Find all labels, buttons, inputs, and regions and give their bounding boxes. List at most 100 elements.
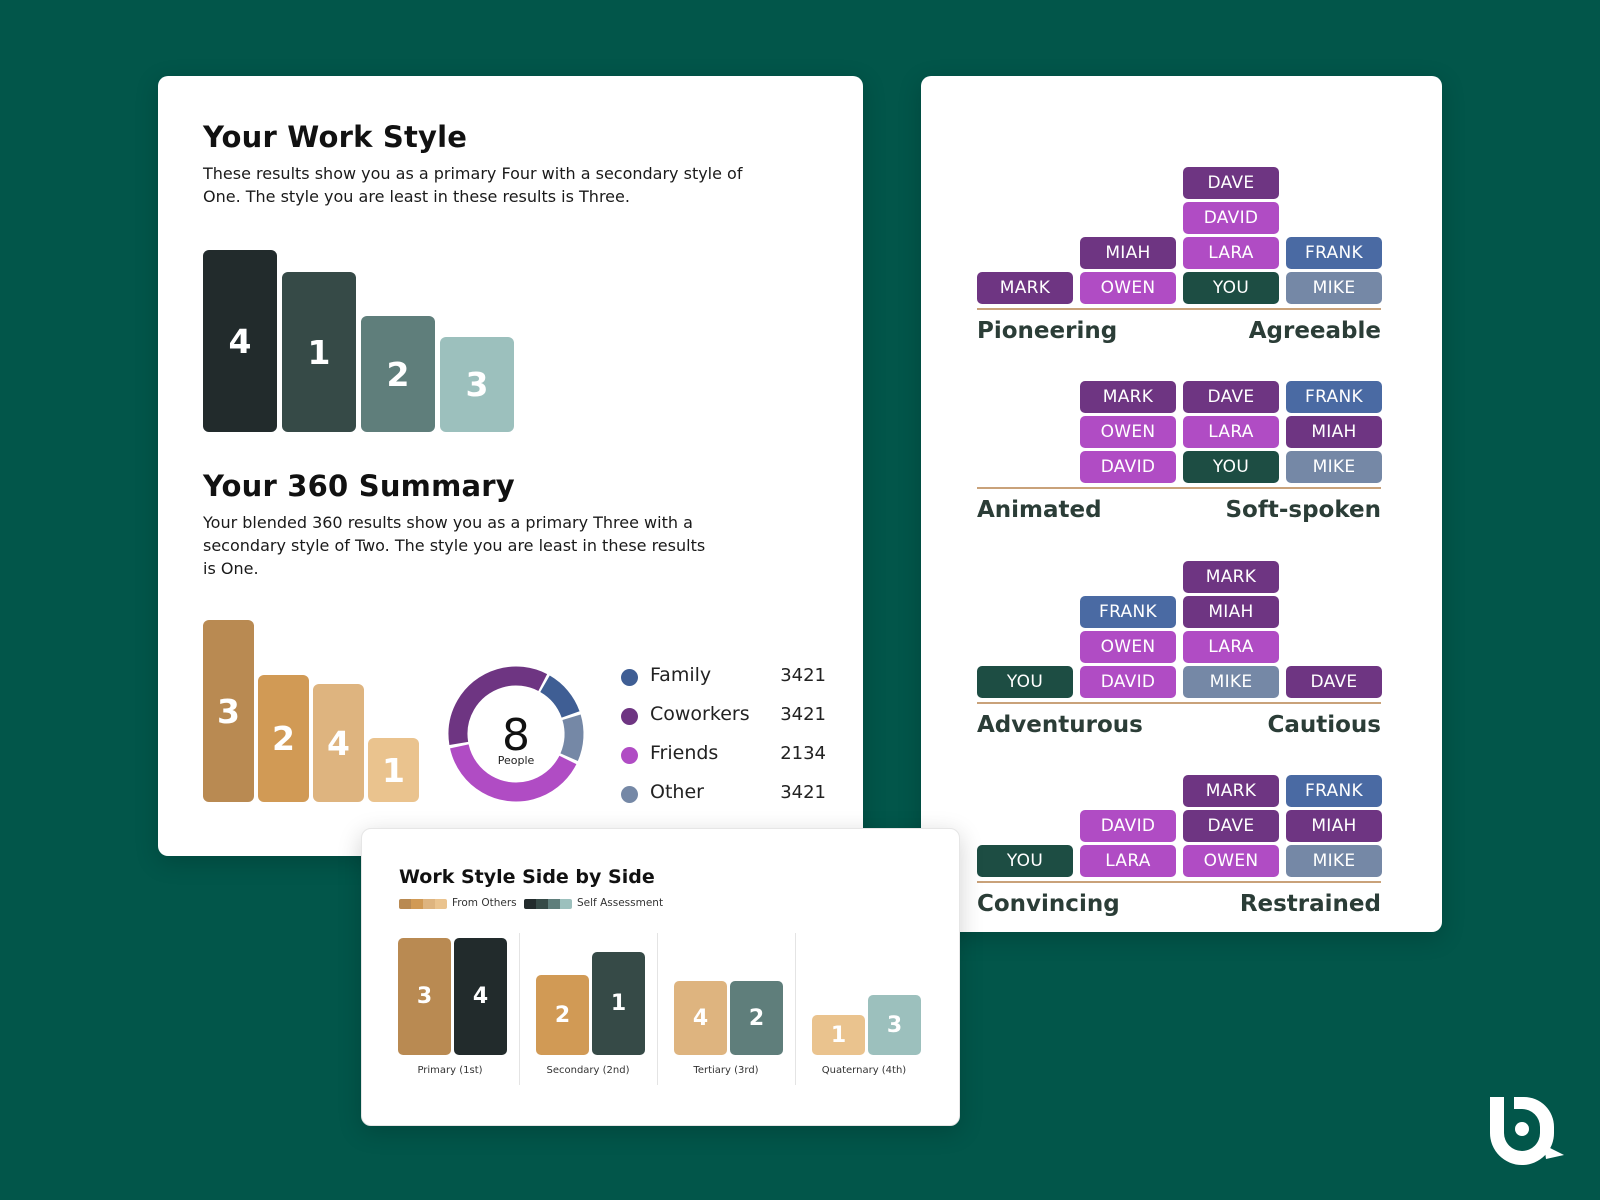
- person-chip-frank: FRANK: [1286, 237, 1382, 269]
- person-chip-owen: OWEN: [1080, 631, 1176, 663]
- from-others-swatch: [399, 899, 447, 909]
- work-style-title: Your Work Style: [203, 120, 468, 154]
- person-chip-lara: LARA: [1183, 237, 1279, 269]
- spectrum-left-label: Adventurous: [977, 712, 1143, 738]
- spectrum-axis-line: [977, 487, 1381, 489]
- person-chip-mike: MIKE: [1286, 272, 1382, 304]
- work-style-bar-2: 2: [361, 316, 435, 432]
- donut-segment-coworkers: [448, 666, 584, 802]
- legend-dot-coworkers: [621, 708, 638, 725]
- brand-logo-icon: [1490, 1097, 1564, 1165]
- work-style-description: These results show you as a primary Four…: [203, 164, 743, 206]
- spectrum-card: MARK OWEN MIAH YOU LARA DAVID DAVE MIKE FRANK Pio…: [921, 76, 1442, 932]
- from-others-bar: 4: [674, 981, 727, 1055]
- person-chip-lara: LARA: [1183, 631, 1279, 663]
- side-by-side-card: Work Style Side by Side From Others Self…: [361, 828, 960, 1126]
- legend-label-friends: Friends: [650, 742, 719, 764]
- spectrum-left-label: Pioneering: [977, 318, 1118, 344]
- person-chip-mark: MARK: [1183, 561, 1279, 593]
- self-assessment-swatch: [524, 899, 572, 909]
- donut-caption: People: [497, 754, 535, 767]
- person-chip-frank: FRANK: [1080, 596, 1176, 628]
- spectrum-axis-line: [977, 881, 1381, 883]
- legend-value-friends: 2134: [780, 743, 826, 764]
- person-chip-mike: MIKE: [1183, 666, 1279, 698]
- spectrum-right-label: Agreeable: [1248, 318, 1381, 344]
- spectrum-right-label: Cautious: [1267, 712, 1381, 738]
- legend-dot-other: [621, 786, 638, 803]
- legend-dot-family: [621, 669, 638, 686]
- group-divider: [657, 933, 658, 1085]
- summary-360-bar-2: 2: [258, 675, 309, 802]
- person-chip-david: DAVID: [1183, 202, 1279, 234]
- self-assessment-bar: 2: [730, 981, 783, 1055]
- person-chip-frank: FRANK: [1286, 775, 1382, 807]
- spectrum-axis-line: [977, 702, 1381, 704]
- person-chip-david: DAVID: [1080, 451, 1176, 483]
- person-chip-you: YOU: [977, 666, 1073, 698]
- person-chip-mark: MARK: [1183, 775, 1279, 807]
- person-chip-david: DAVID: [1080, 666, 1176, 698]
- self-assessment-bar: 1: [592, 952, 645, 1055]
- legend-value-other: 3421: [780, 782, 826, 803]
- person-chip-mark: MARK: [977, 272, 1073, 304]
- person-chip-dave: DAVE: [1183, 167, 1279, 199]
- person-chip-miah: MIAH: [1286, 810, 1382, 842]
- summary-360-bar-1: 1: [368, 738, 419, 802]
- person-chip-owen: OWEN: [1183, 845, 1279, 877]
- work-style-bar-3: 3: [440, 337, 514, 432]
- person-chip-mark: MARK: [1080, 381, 1176, 413]
- donut-value: 8: [502, 710, 530, 761]
- self-assessment-legend-label: Self Assessment: [577, 897, 664, 909]
- summary-360-title: Your 360 Summary: [203, 469, 515, 503]
- from-others-bar: 1: [812, 1015, 865, 1055]
- group-divider: [519, 933, 520, 1085]
- work-style-bar-4: 4: [203, 250, 277, 432]
- person-chip-mike: MIKE: [1286, 451, 1382, 483]
- group-divider: [795, 933, 796, 1085]
- from-others-bar: 3: [398, 938, 451, 1055]
- legend-dot-friends: [621, 747, 638, 764]
- person-chip-you: YOU: [1183, 272, 1279, 304]
- spectrum-left-label: Convincing: [977, 891, 1120, 917]
- people-donut-chart: [448, 666, 584, 802]
- person-chip-owen: OWEN: [1080, 416, 1176, 448]
- side-by-side-group-label: Secondary (2nd): [546, 1065, 630, 1076]
- work-style-bar-1: 1: [282, 272, 356, 432]
- side-by-side-group-label: Tertiary (3rd): [693, 1065, 759, 1076]
- person-chip-dave: DAVE: [1183, 810, 1279, 842]
- person-chip-you: YOU: [977, 845, 1073, 877]
- legend-label-family: Family: [650, 664, 712, 686]
- summary-360-description: Your blended 360 results show you as a p…: [203, 513, 706, 578]
- person-chip-frank: FRANK: [1286, 381, 1382, 413]
- spectrum-right-label: Soft-spoken: [1225, 497, 1381, 523]
- legend-label-other: Other: [650, 781, 704, 803]
- self-assessment-bar: 4: [454, 938, 507, 1055]
- spectrum-axis-line: [977, 308, 1381, 310]
- person-chip-lara: LARA: [1183, 416, 1279, 448]
- person-chip-david: DAVID: [1080, 810, 1176, 842]
- person-chip-lara: LARA: [1080, 845, 1176, 877]
- spectrum-left-label: Animated: [977, 497, 1102, 523]
- legend-value-coworkers: 3421: [780, 704, 826, 725]
- person-chip-you: YOU: [1183, 451, 1279, 483]
- person-chip-miah: MIAH: [1183, 596, 1279, 628]
- person-chip-miah: MIAH: [1080, 237, 1176, 269]
- side-by-side-title: Work Style Side by Side: [399, 866, 655, 888]
- spectrum-right-label: Restrained: [1239, 891, 1381, 917]
- self-assessment-bar: 3: [868, 995, 921, 1055]
- side-by-side-group-label: Primary (1st): [417, 1065, 483, 1076]
- person-chip-owen: OWEN: [1080, 272, 1176, 304]
- person-chip-miah: MIAH: [1286, 416, 1382, 448]
- summary-360-bar-3: 3: [203, 620, 254, 802]
- from-others-legend-label: From Others: [452, 897, 517, 909]
- legend-value-family: 3421: [780, 665, 826, 686]
- legend-label-coworkers: Coworkers: [650, 703, 750, 725]
- side-by-side-group-label: Quaternary (4th): [821, 1065, 907, 1076]
- summary-360-bar-4: 4: [313, 684, 364, 802]
- from-others-bar: 2: [536, 975, 589, 1055]
- person-chip-mike: MIKE: [1286, 845, 1382, 877]
- person-chip-dave: DAVE: [1286, 666, 1382, 698]
- work-style-card: Your Work Style These results show you a…: [158, 76, 863, 856]
- person-chip-dave: DAVE: [1183, 381, 1279, 413]
